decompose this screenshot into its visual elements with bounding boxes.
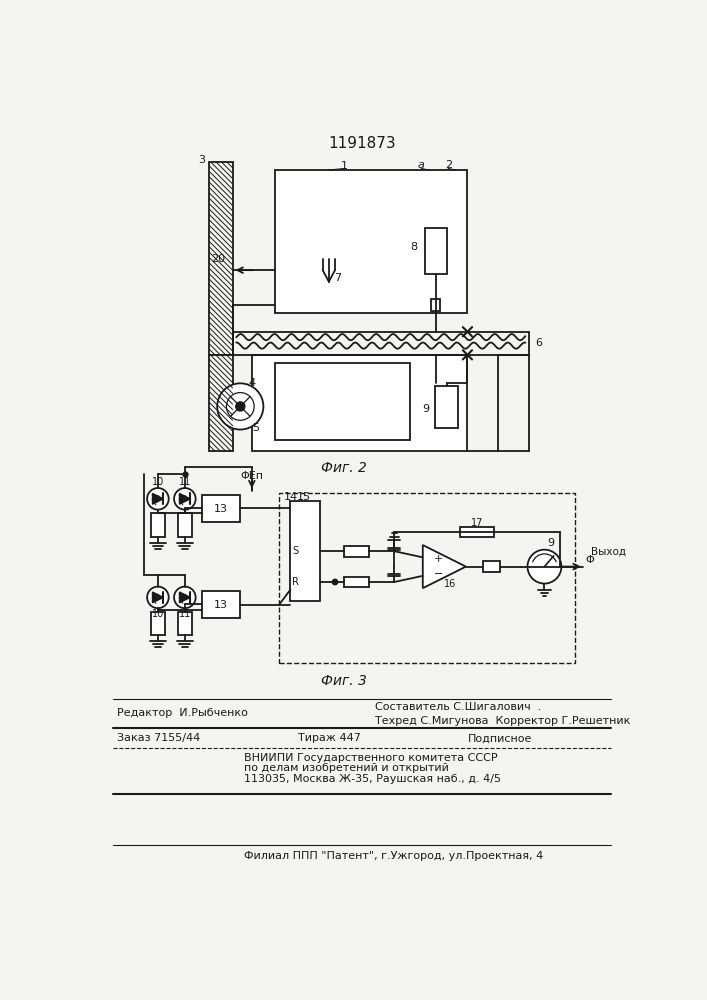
Text: 113035, Москва Ж-35, Раушская наб., д. 4/5: 113035, Москва Ж-35, Раушская наб., д. 4… (244, 774, 501, 784)
Circle shape (332, 579, 338, 585)
Text: 10: 10 (152, 609, 164, 619)
Text: 8: 8 (410, 242, 417, 252)
Text: Фиг. 3: Фиг. 3 (321, 674, 367, 688)
Bar (151, 513, 165, 537)
Text: по делам изобретений и открытий: по делам изобретений и открытий (244, 763, 449, 773)
Text: S: S (293, 546, 299, 556)
Text: 10: 10 (152, 477, 164, 487)
Bar (201, 495, 240, 522)
Text: 9: 9 (547, 538, 554, 548)
Text: a: a (418, 160, 425, 170)
Bar (483, 561, 500, 572)
Text: Фиг. 2: Фиг. 2 (321, 461, 367, 475)
Polygon shape (423, 545, 466, 588)
Text: −: − (433, 569, 443, 579)
Polygon shape (180, 493, 190, 504)
Bar (209, 162, 233, 355)
Text: 6: 6 (534, 338, 542, 348)
Text: Филиал ППП "Патент", г.Ужгород, ул.Проектная, 4: Филиал ППП "Патент", г.Ужгород, ул.Проек… (244, 851, 544, 861)
Bar (279, 493, 575, 663)
Circle shape (235, 402, 245, 411)
Text: 9: 9 (422, 404, 429, 414)
Circle shape (147, 488, 169, 510)
Bar (201, 591, 240, 618)
Text: 4: 4 (248, 378, 255, 388)
Bar (209, 355, 233, 451)
Bar (178, 612, 192, 635)
Text: 1191873: 1191873 (328, 136, 396, 151)
Bar (178, 513, 192, 537)
Text: 14: 14 (284, 492, 298, 502)
Polygon shape (153, 493, 163, 504)
Text: 11: 11 (179, 609, 191, 619)
Text: 17: 17 (470, 518, 483, 528)
Text: 7: 7 (334, 273, 341, 283)
Text: 20: 20 (211, 254, 225, 264)
Polygon shape (153, 592, 163, 603)
Text: Выход: Выход (590, 546, 626, 556)
Text: 13: 13 (214, 600, 228, 610)
Text: Φ: Φ (585, 555, 594, 565)
Bar (344, 546, 369, 557)
Bar (151, 612, 165, 635)
Text: 3: 3 (199, 155, 206, 165)
Circle shape (527, 550, 561, 584)
Text: Тираж 447: Тираж 447 (298, 733, 361, 743)
Bar (291, 501, 320, 601)
Bar (252, 355, 467, 451)
Bar (275, 363, 409, 440)
Bar (344, 577, 369, 587)
Text: 2: 2 (445, 160, 452, 170)
Text: Техред С.Мигунова  Корректор Г.Решетник: Техред С.Мигунова Корректор Г.Решетник (375, 716, 631, 726)
Bar (460, 527, 494, 537)
Circle shape (147, 587, 169, 608)
Text: R: R (292, 577, 299, 587)
Text: Редактор  И.Рыбченко: Редактор И.Рыбченко (117, 708, 248, 718)
Bar (435, 386, 458, 428)
Text: 11: 11 (179, 477, 191, 487)
Text: Заказ 7155/44: Заказ 7155/44 (117, 733, 200, 743)
Circle shape (174, 587, 196, 608)
Bar (275, 170, 467, 312)
Text: 5: 5 (252, 423, 259, 433)
Circle shape (174, 488, 196, 510)
Circle shape (217, 383, 264, 430)
Bar (425, 228, 447, 274)
Bar (431, 299, 440, 311)
Text: 1: 1 (341, 161, 348, 171)
Text: ВНИИПИ Государственного комитета СССР: ВНИИПИ Государственного комитета СССР (244, 753, 498, 763)
Text: +: + (433, 554, 443, 564)
Text: 16: 16 (445, 579, 457, 589)
Text: ΦEп: ΦEп (240, 471, 263, 481)
Text: 15: 15 (296, 492, 310, 502)
Polygon shape (180, 592, 190, 603)
Text: 13: 13 (214, 504, 228, 514)
Text: Подписное: Подписное (467, 733, 532, 743)
Text: Составитель С.Шигалович  .: Составитель С.Шигалович . (375, 702, 542, 712)
